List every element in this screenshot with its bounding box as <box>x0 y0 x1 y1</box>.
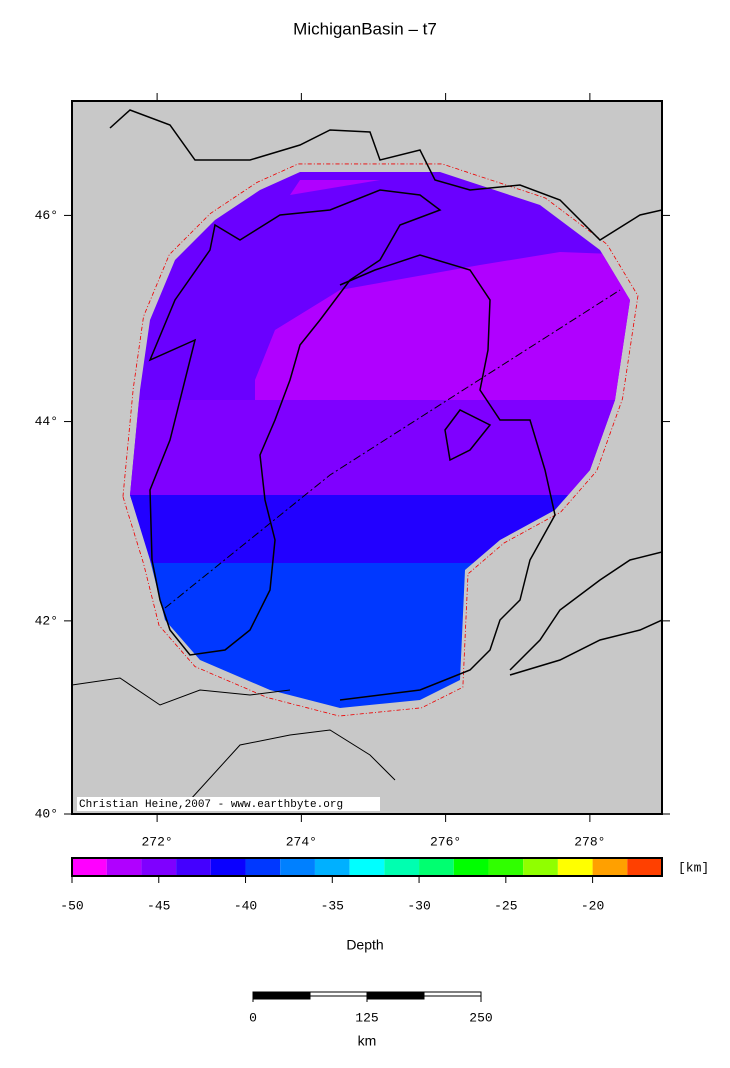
colorbar-segment <box>245 858 281 876</box>
colorbar-tick-label: -20 <box>581 898 604 913</box>
scalebar-segment <box>309 991 368 997</box>
y-tick-label: 42° <box>35 613 58 628</box>
x-tick-label: 274° <box>286 834 317 849</box>
basin-outline <box>122 163 639 717</box>
colorbar-tick-label: -35 <box>321 898 344 913</box>
scalebar-tick-label: 0 <box>249 1010 257 1025</box>
y-tick-label: 46° <box>35 208 58 223</box>
coastlines <box>72 109 662 801</box>
colorbar-frame <box>71 857 663 877</box>
colorbar-segment <box>523 858 558 876</box>
scalebar-segment <box>423 991 482 997</box>
credit: Christian Heine,2007 - www.earthbyte.org <box>79 799 343 811</box>
x-tick-label: 278° <box>574 834 605 849</box>
map-frame <box>71 100 663 815</box>
colorbar-tick-label: -30 <box>407 898 430 913</box>
colorbar-label: Depth <box>346 937 383 953</box>
colorbar-unit: [km] <box>678 860 709 875</box>
scalebar-tick-label: 250 <box>469 1010 492 1025</box>
colorbar-tick-label: -45 <box>147 898 170 913</box>
colorbar-segment <box>453 858 489 876</box>
colorbar-segment <box>557 858 593 876</box>
colorbar-segment <box>592 858 628 876</box>
credit-box <box>77 797 380 811</box>
colorbar-segment <box>72 858 107 876</box>
colorbar-tick-label: -40 <box>234 898 257 913</box>
colorbar-segment <box>488 858 524 876</box>
colorbar-segment <box>106 858 142 876</box>
colorbar-segment <box>627 858 662 876</box>
colorbar-segment <box>141 858 177 876</box>
colorbar-segment <box>349 858 385 876</box>
x-tick-label: 272° <box>142 834 173 849</box>
scalebar-label: km <box>358 1033 377 1049</box>
colorbar-segment <box>314 858 350 876</box>
colorbar-segment <box>384 858 420 876</box>
colorbar-segment <box>280 858 315 876</box>
colorbar-segment <box>176 858 211 876</box>
colorbar-tick-label: -50 <box>60 898 83 913</box>
y-tick-label: 44° <box>35 414 58 429</box>
title: MichiganBasin – t7 <box>293 19 437 38</box>
scalebar-segment <box>366 991 425 1000</box>
colorbar-segment <box>210 858 246 876</box>
y-tick-label: 40° <box>35 806 58 821</box>
scalebar-tick-label: 125 <box>355 1010 378 1025</box>
x-tick-label: 276° <box>430 834 461 849</box>
colorbar-tick-label: -25 <box>494 898 517 913</box>
scalebar-segment <box>252 991 311 1000</box>
colorbar-segment <box>419 858 454 876</box>
